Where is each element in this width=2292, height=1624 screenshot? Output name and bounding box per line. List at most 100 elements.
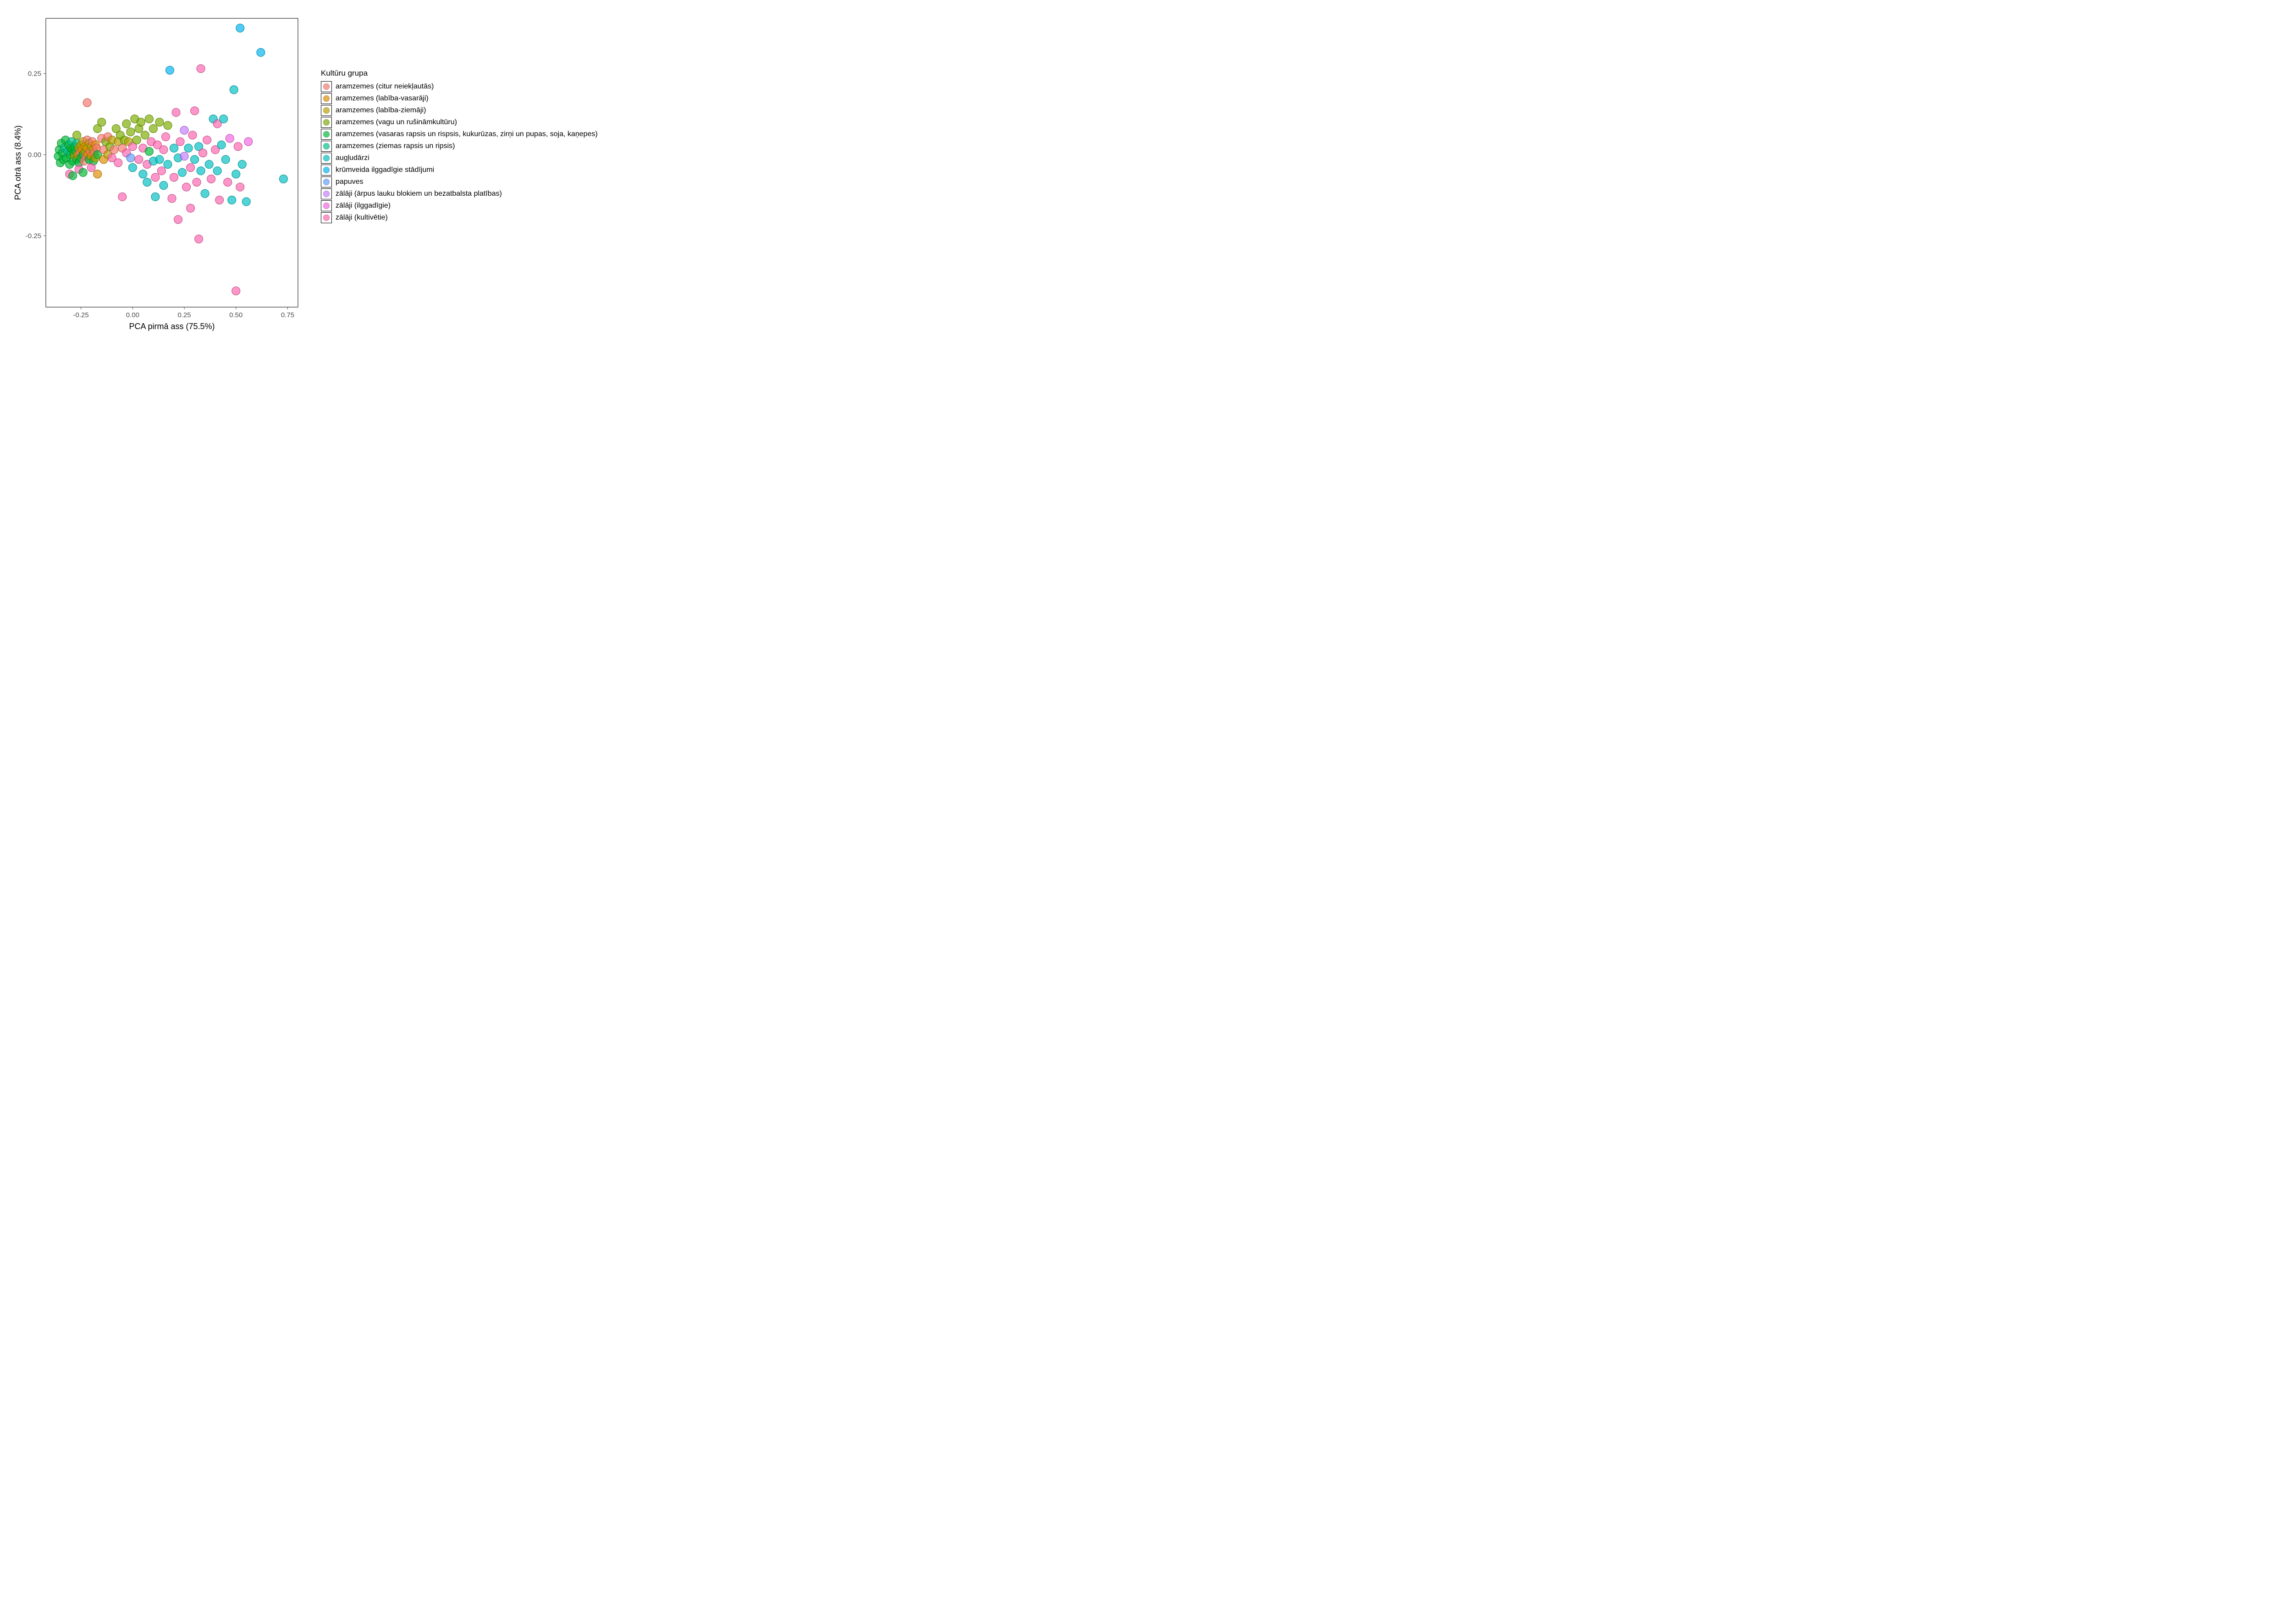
scatter-point — [221, 155, 230, 164]
scatter-point — [191, 155, 199, 164]
scatter-point — [160, 146, 168, 154]
scatter-point — [137, 118, 145, 127]
scatter-point — [145, 147, 153, 155]
scatter-point — [79, 168, 87, 176]
legend-label: aramzemes (citur neiekļautās) — [336, 83, 434, 91]
scatter-point — [220, 115, 228, 123]
scatter-point — [244, 138, 253, 146]
svg-text:0.00: 0.00 — [28, 151, 41, 159]
scatter-point — [132, 136, 141, 144]
scatter-point — [69, 171, 77, 180]
scatter-point — [182, 183, 191, 191]
scatter-point — [170, 144, 178, 152]
legend-dot-icon — [323, 107, 330, 114]
scatter-point — [205, 160, 213, 169]
legend-swatch — [321, 153, 332, 164]
legend-dot-icon — [323, 203, 330, 209]
legend-item: augļudārzi — [321, 152, 598, 164]
legend-swatch — [321, 105, 332, 116]
legend-label: aramzemes (vagu un rušināmkultūru) — [336, 118, 457, 127]
legend-label: aramzemes (ziemas rapsis un ripsis) — [336, 142, 455, 150]
scatter-point — [170, 173, 178, 182]
scatter-point — [145, 115, 153, 123]
legend: Kultūru grupa aramzemes (citur neiekļaut… — [321, 69, 598, 224]
legend-swatch — [321, 81, 332, 92]
scatter-point — [176, 138, 184, 146]
scatter-point — [87, 164, 95, 172]
scatter-point — [236, 183, 244, 191]
scatter-point — [187, 164, 195, 172]
legend-label: zālāji (kultivētie) — [336, 214, 388, 222]
legend-dot-icon — [323, 167, 330, 173]
scatter-chart: -0.250.000.250.500.75-0.250.000.25PCA pi… — [9, 9, 307, 341]
legend-dot-icon — [323, 143, 330, 149]
legend-swatch — [321, 129, 332, 140]
legend-item: zālāji (ilggadīgie) — [321, 200, 598, 212]
scatter-point — [207, 175, 215, 183]
scatter-point — [98, 118, 106, 127]
legend-dot-icon — [323, 131, 330, 138]
svg-text:-0.25: -0.25 — [26, 232, 41, 240]
scatter-point — [197, 65, 205, 73]
scatter-point — [224, 178, 232, 186]
scatter-point — [165, 66, 174, 74]
scatter-point — [174, 215, 182, 224]
legend-label: aramzemes (vasaras rapsis un rispsis, ku… — [336, 130, 598, 138]
scatter-point — [228, 196, 236, 204]
scatter-point — [226, 134, 234, 143]
scatter-point — [191, 107, 199, 115]
legend-item: aramzemes (vasaras rapsis un rispsis, ku… — [321, 128, 598, 140]
svg-text:0.50: 0.50 — [229, 311, 242, 319]
scatter-point — [161, 132, 170, 141]
legend-item: aramzemes (vagu un rušināmkultūru) — [321, 116, 598, 128]
legend-item: aramzemes (citur neiekļautās) — [321, 81, 598, 93]
legend-dot-icon — [323, 179, 330, 185]
legend-dot-icon — [323, 119, 330, 126]
legend-item: aramzemes (labība-ziemāji) — [321, 105, 598, 116]
scatter-point — [164, 121, 172, 130]
svg-text:PCA pirmā ass (75.5%): PCA pirmā ass (75.5%) — [129, 322, 215, 331]
scatter-point — [151, 193, 160, 201]
scatter-point — [164, 160, 172, 169]
legend-swatch — [321, 93, 332, 104]
scatter-point — [149, 125, 157, 133]
scatter-point — [199, 149, 207, 157]
legend-label: augļudārzi — [336, 154, 369, 162]
scatter-point — [234, 143, 242, 151]
legend-swatch — [321, 141, 332, 152]
legend-dot-icon — [323, 155, 330, 161]
legend-label: krūmveida ilggadīgie stādījumi — [336, 166, 434, 174]
scatter-point — [180, 126, 188, 134]
scatter-point — [157, 167, 165, 175]
scatter-point — [187, 204, 195, 212]
scatter-point — [201, 189, 209, 198]
scatter-point — [180, 152, 188, 160]
legend-label: aramzemes (labība-ziemāji) — [336, 106, 426, 115]
scatter-point — [197, 167, 205, 175]
legend-item: aramzemes (ziemas rapsis un ripsis) — [321, 140, 598, 152]
scatter-point — [127, 128, 135, 136]
scatter-point — [168, 194, 176, 203]
scatter-point — [195, 235, 203, 243]
scatter-point — [193, 178, 201, 186]
scatter-point — [127, 154, 135, 162]
scatter-point — [160, 182, 168, 190]
scatter-point — [118, 193, 127, 201]
scatter-point — [141, 131, 149, 139]
legend-swatch — [321, 165, 332, 176]
scatter-point — [155, 155, 164, 164]
legend-swatch — [321, 188, 332, 199]
legend-dot-icon — [323, 191, 330, 197]
scatter-point — [232, 170, 240, 178]
chart-container: -0.250.000.250.500.75-0.250.000.25PCA pi… — [0, 0, 2292, 351]
scatter-point — [155, 118, 164, 127]
legend-swatch — [321, 176, 332, 187]
svg-text:0.25: 0.25 — [177, 311, 191, 319]
scatter-point — [242, 198, 250, 206]
legend-items: aramzemes (citur neiekļautās) aramzemes (… — [321, 81, 598, 224]
svg-text:0.75: 0.75 — [281, 311, 294, 319]
scatter-point — [230, 86, 238, 94]
svg-text:0.25: 0.25 — [28, 70, 41, 78]
chart-svg: -0.250.000.250.500.75-0.250.000.25PCA pi… — [9, 9, 307, 339]
scatter-point — [110, 146, 118, 154]
